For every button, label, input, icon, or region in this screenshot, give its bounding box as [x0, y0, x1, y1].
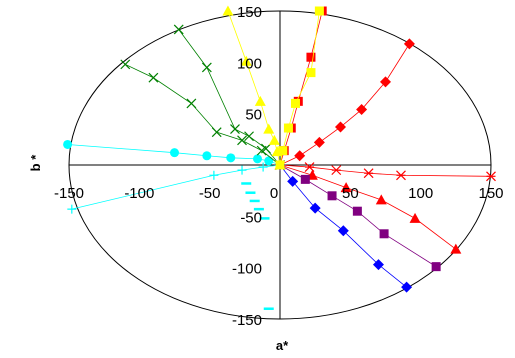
x-axis-title: a*	[276, 338, 289, 353]
data-point	[67, 204, 77, 214]
data-point	[148, 72, 159, 83]
y-tick-label: -50	[240, 209, 262, 226]
data-point	[409, 212, 421, 223]
data-point	[337, 225, 349, 237]
y-tick-label: 100	[237, 55, 262, 72]
data-point	[306, 68, 316, 78]
series-10	[173, 24, 285, 170]
series-12	[275, 6, 324, 170]
data-point	[486, 171, 496, 182]
data-point	[263, 123, 275, 134]
data-point	[237, 165, 247, 175]
data-point	[222, 5, 234, 16]
x-tick-label: 100	[408, 185, 433, 202]
data-point	[254, 95, 266, 106]
data-point	[275, 160, 285, 170]
data-point	[334, 121, 346, 133]
data-point	[403, 38, 415, 50]
data-point	[431, 262, 441, 272]
series-line	[71, 164, 281, 210]
series-7	[67, 160, 285, 214]
data-point	[244, 131, 254, 142]
y-axis-title: b *	[28, 154, 43, 172]
data-point	[264, 156, 274, 166]
series-line	[178, 29, 281, 166]
data-point	[306, 52, 316, 62]
data-point	[356, 104, 368, 116]
data-point	[372, 259, 384, 271]
x-tick-labels: -150 -100 -50 0 50 100 150	[54, 185, 504, 202]
data-point	[309, 202, 321, 214]
data-point	[278, 146, 288, 156]
x-tick-label: -100	[124, 185, 154, 202]
data-point	[287, 175, 299, 187]
data-point	[300, 174, 310, 184]
data-point	[202, 151, 212, 161]
y-tick-label: 50	[245, 107, 262, 124]
series-line	[279, 10, 320, 166]
data-point	[363, 168, 374, 179]
data-point	[340, 182, 352, 193]
data-point	[120, 59, 131, 70]
data-point	[230, 124, 240, 134]
data-point	[352, 206, 362, 216]
x-tick-label: -50	[199, 185, 221, 202]
series-11	[222, 5, 286, 170]
series-line	[279, 164, 492, 177]
data-point	[63, 139, 73, 149]
data-point	[314, 6, 324, 16]
data-point	[313, 136, 325, 148]
x-tick-label: -150	[54, 185, 84, 202]
data-point	[268, 134, 280, 145]
data-point	[380, 76, 391, 88]
data-point	[294, 150, 306, 162]
data-point	[396, 170, 406, 181]
y-tick-label: -150	[232, 312, 262, 329]
data-point	[173, 24, 184, 35]
data-point	[327, 191, 337, 201]
x-tick-label: 150	[478, 185, 503, 202]
data-point	[201, 62, 212, 73]
data-point	[379, 229, 389, 239]
y-tick-label: -100	[232, 261, 262, 278]
data-point	[209, 170, 219, 180]
y-tick-label: 150	[237, 4, 262, 21]
series-line	[279, 164, 457, 250]
data-point	[252, 154, 262, 164]
data-point	[283, 123, 293, 133]
data-point	[240, 55, 252, 66]
data-point	[170, 148, 179, 158]
series-5	[274, 159, 413, 293]
series-layer	[63, 5, 496, 310]
x-tick-label: 0	[270, 185, 278, 202]
series-6	[241, 182, 274, 310]
x-tick-label: 50	[342, 185, 359, 202]
y-tick-labels: 150 100 50 -50 -100 -150	[232, 4, 262, 329]
series-1	[274, 38, 415, 171]
data-point	[261, 143, 271, 154]
data-point	[375, 194, 387, 205]
data-point	[186, 98, 197, 109]
data-point	[304, 162, 315, 172]
data-point	[237, 135, 247, 146]
data-point	[258, 162, 268, 172]
data-point	[450, 243, 462, 254]
data-point	[211, 127, 222, 138]
data-point	[290, 98, 300, 108]
data-point	[401, 281, 413, 293]
data-point	[331, 165, 342, 176]
data-point	[226, 153, 236, 163]
